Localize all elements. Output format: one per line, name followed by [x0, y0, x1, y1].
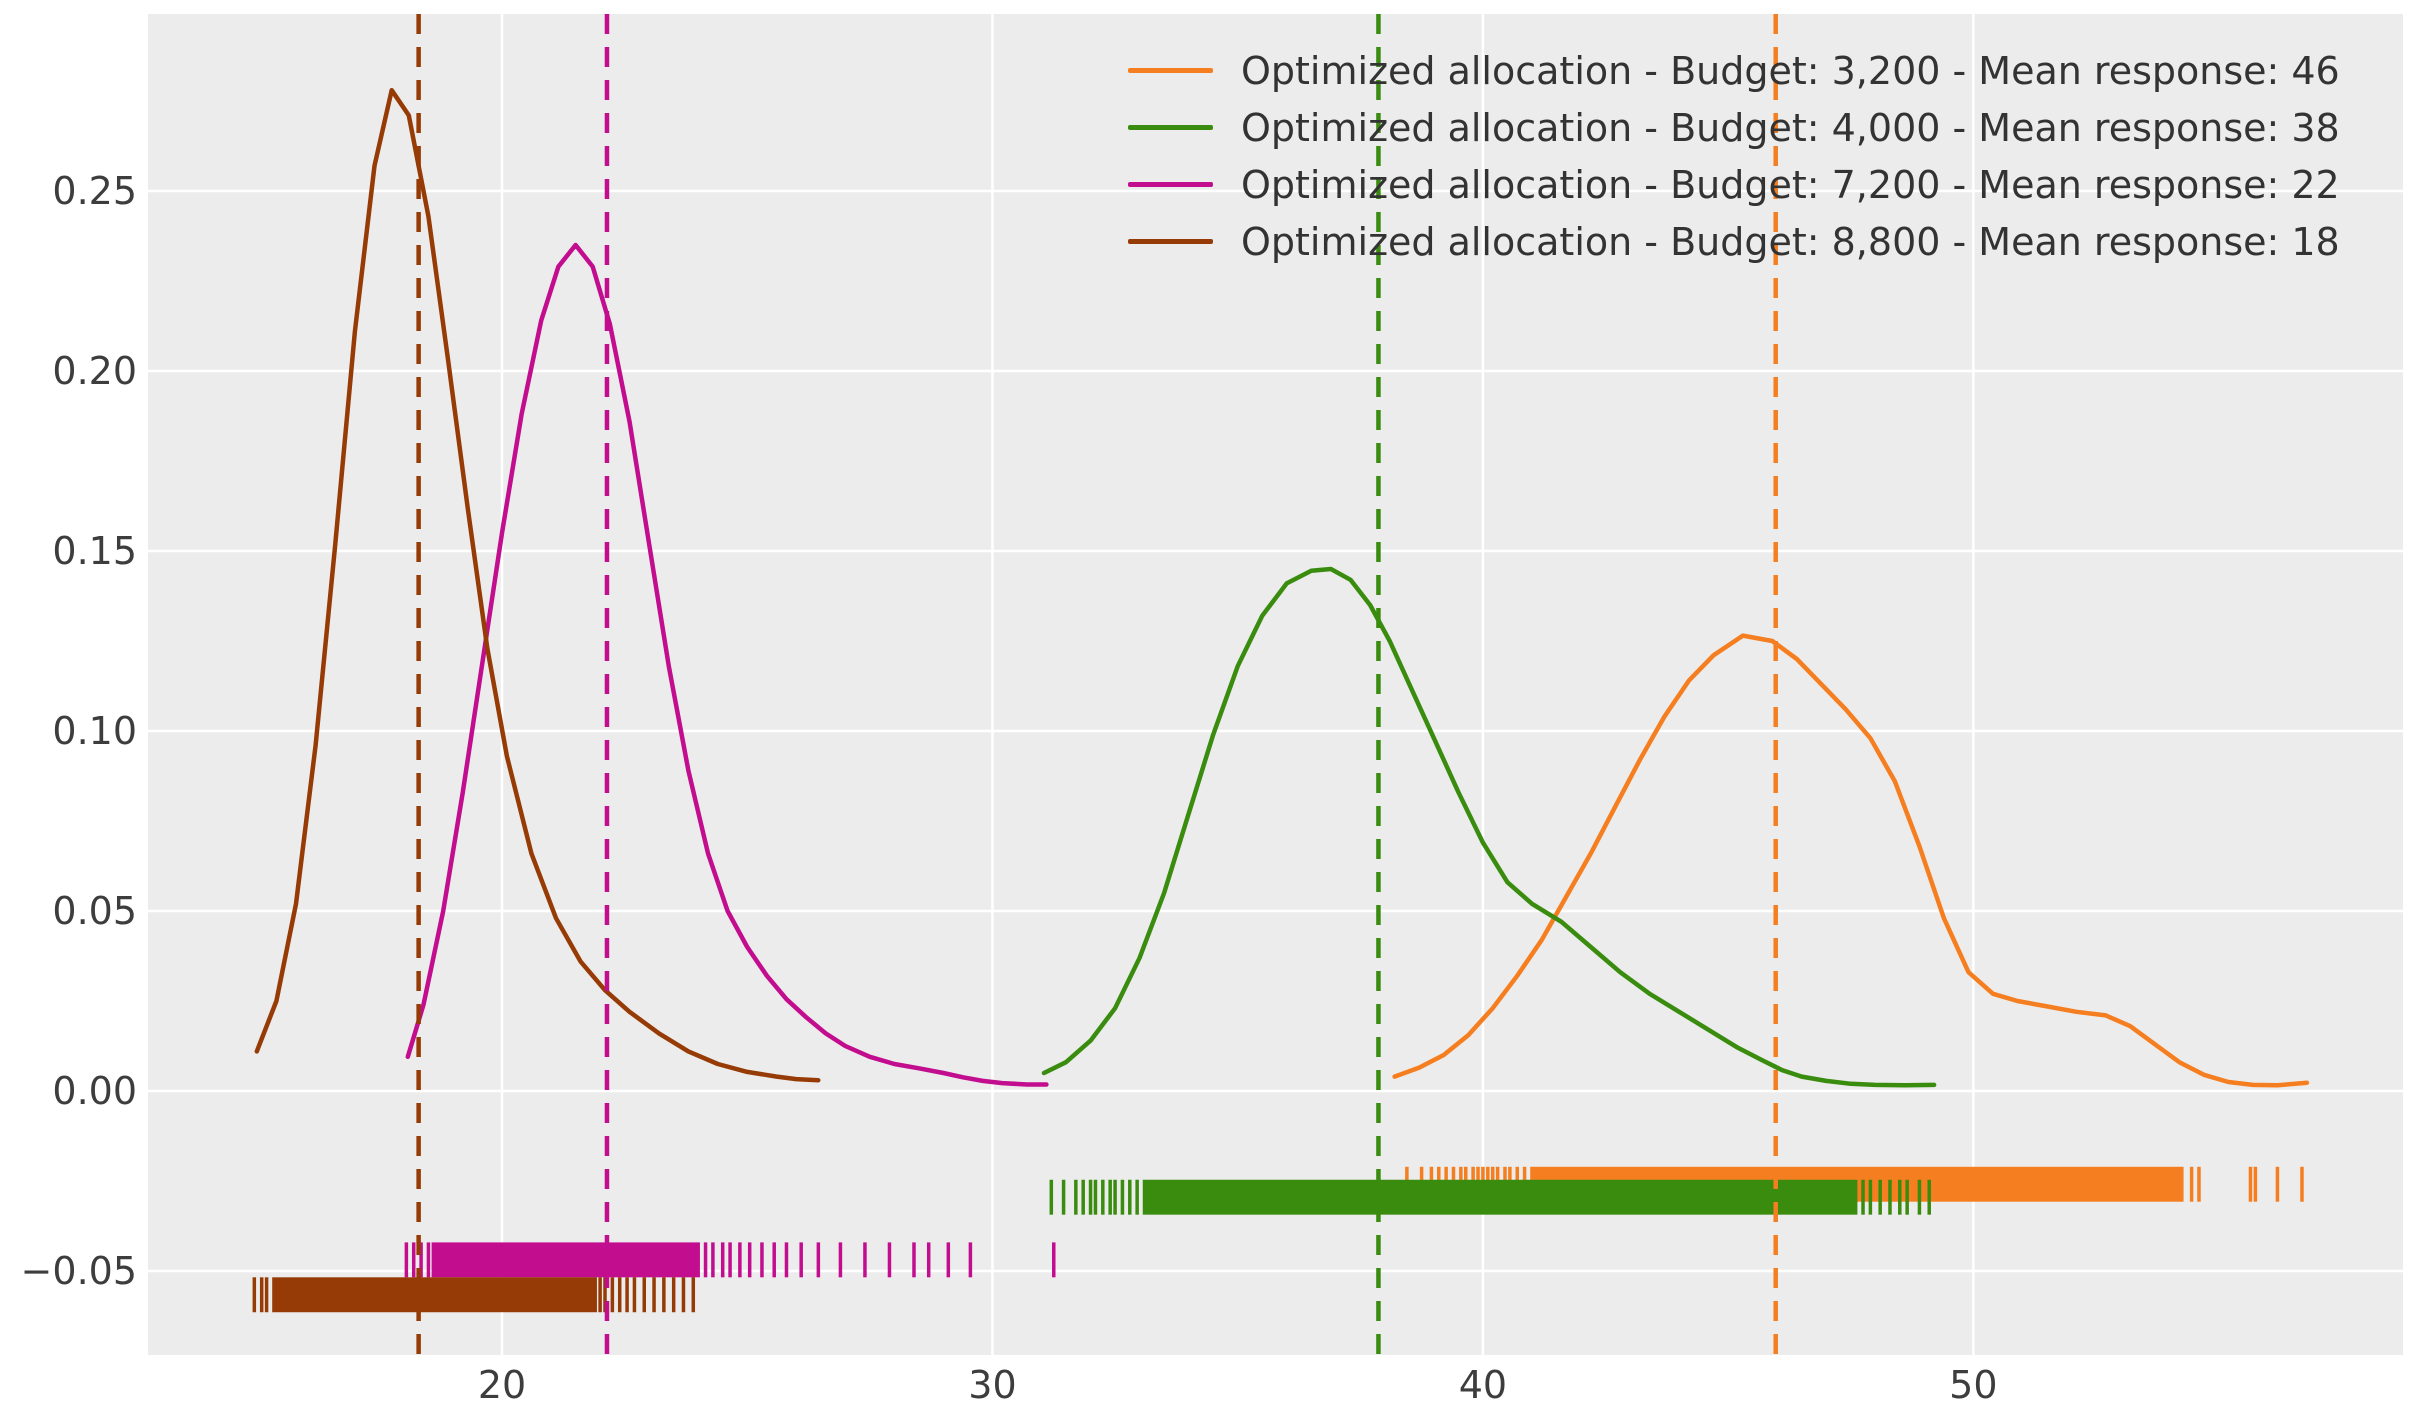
rug-tick-budget-3200	[2275, 1166, 2280, 1202]
y-tick-label-0.05: 0.05	[52, 889, 137, 933]
rug-tick-budget-4000	[1088, 1179, 1093, 1215]
rug-tick-budget-4000	[1888, 1179, 1892, 1215]
rug-tick-budget-7200	[912, 1242, 916, 1278]
rug-tick-budget-7200	[926, 1242, 931, 1278]
rug-tick-budget-8800	[252, 1277, 257, 1313]
legend-label-budget-3200: Optimized allocation - Budget: 3,200 - M…	[1241, 48, 2340, 93]
rug-tick-budget-7200	[784, 1242, 789, 1278]
rug-tick-budget-7200	[404, 1242, 409, 1278]
rug-tick-budget-4000	[1108, 1179, 1112, 1215]
rug-tick-budget-4000	[1135, 1179, 1139, 1215]
legend-label-budget-4000: Optimized allocation - Budget: 4,000 - M…	[1241, 105, 2340, 150]
legend-swatch-budget-4000	[1128, 125, 1213, 130]
rug-tick-budget-3200	[2197, 1166, 2201, 1202]
rug-tick-budget-7200	[968, 1242, 973, 1278]
rug-tick-budget-4000	[1081, 1179, 1085, 1215]
x-tick-label-20: 20	[478, 1363, 526, 1407]
legend-item-budget-7200: Optimized allocation - Budget: 7,200 - M…	[1128, 156, 2340, 213]
rug-tick-budget-7200	[1052, 1242, 1056, 1278]
rug-tick-budget-7200	[863, 1242, 867, 1278]
rug-tick-budget-7200	[747, 1242, 752, 1278]
rug-tick-budget-8800	[603, 1277, 607, 1313]
rug-tick-budget-7200	[887, 1242, 892, 1278]
y-tick-label-0.25: 0.25	[52, 169, 137, 213]
rug-tick-budget-8800	[671, 1277, 676, 1313]
kde-curve-budget-3200	[1392, 633, 2310, 1088]
rug-tick-budget-4000	[1101, 1179, 1105, 1215]
y-tick-label-0.20: 0.20	[52, 349, 137, 393]
x-tick-label-50: 50	[1949, 1363, 1997, 1407]
rug-tick-budget-8800	[662, 1277, 666, 1313]
rug-tick-budget-8800	[617, 1277, 622, 1313]
rug-tick-budget-3200	[2253, 1166, 2258, 1202]
rug-tick-budget-4000	[1878, 1179, 1882, 1215]
kde-curve-budget-4000	[1041, 566, 1937, 1088]
rug-tick-budget-4000	[1093, 1179, 1098, 1215]
y-tick-label-−0.05: −0.05	[21, 1249, 137, 1293]
rug-band-budget-7200	[431, 1242, 700, 1278]
rug-band-budget-4000	[1142, 1179, 1858, 1215]
rug-tick-budget-8800	[691, 1277, 696, 1313]
rug-tick-budget-3200	[2300, 1166, 2304, 1202]
plot-area	[148, 14, 2403, 1355]
rug-tick-budget-7200	[838, 1242, 843, 1278]
legend-swatch-budget-7200	[1128, 182, 1213, 187]
rug-tick-budget-7200	[426, 1242, 431, 1278]
kde-curve-budget-7200	[405, 242, 1049, 1087]
rug-tick-budget-4000	[1868, 1179, 1873, 1215]
legend-item-budget-4000: Optimized allocation - Budget: 4,000 - M…	[1128, 99, 2340, 156]
rug-tick-budget-7200	[738, 1242, 742, 1278]
y-tick-label-0.10: 0.10	[52, 709, 137, 753]
rug-tick-budget-8800	[625, 1277, 629, 1313]
legend-label-budget-7200: Optimized allocation - Budget: 7,200 - M…	[1241, 162, 2340, 207]
rug-tick-budget-8800	[598, 1277, 602, 1313]
rug-tick-budget-4000	[1898, 1179, 1902, 1215]
rug-tick-budget-3200	[2248, 1166, 2253, 1202]
rug-tick-budget-7200	[760, 1242, 764, 1278]
rug-tick-budget-4000	[1049, 1179, 1054, 1215]
rug-tick-budget-7200	[772, 1242, 776, 1278]
rug-tick-budget-7200	[720, 1242, 725, 1278]
rug-tick-budget-4000	[1861, 1179, 1865, 1215]
legend-swatch-budget-3200	[1128, 68, 1213, 73]
rug-tick-budget-8800	[642, 1277, 646, 1313]
legend-label-budget-8800: Optimized allocation - Budget: 8,800 - M…	[1241, 219, 2340, 264]
rug-tick-budget-4000	[1061, 1179, 1066, 1215]
rug-tick-budget-8800	[632, 1277, 637, 1313]
rug-tick-budget-4000	[1128, 1179, 1132, 1215]
legend-item-budget-8800: Optimized allocation - Budget: 8,800 - M…	[1128, 213, 2340, 270]
x-tick-label-40: 40	[1459, 1363, 1507, 1407]
rug-tick-budget-7200	[946, 1242, 951, 1278]
rug-tick-budget-8800	[610, 1277, 615, 1313]
legend-item-budget-3200: Optimized allocation - Budget: 3,200 - M…	[1128, 42, 2340, 99]
rug-tick-budget-7200	[728, 1242, 732, 1278]
rug-tick-budget-4000	[1113, 1179, 1117, 1215]
rug-tick-budget-8800	[652, 1277, 656, 1313]
rug-tick-budget-4000	[1120, 1179, 1125, 1215]
y-tick-label-0.00: 0.00	[52, 1069, 137, 1113]
rug-tick-budget-7200	[703, 1242, 708, 1278]
rug-tick-budget-4000	[1917, 1179, 1922, 1215]
legend-swatch-budget-8800	[1128, 239, 1213, 244]
rug-tick-budget-4000	[1074, 1179, 1078, 1215]
x-tick-label-30: 30	[968, 1363, 1016, 1407]
rug-tick-budget-3200	[2189, 1166, 2194, 1202]
rug-tick-budget-4000	[1927, 1179, 1931, 1215]
rug-tick-budget-4000	[1905, 1179, 1909, 1215]
rug-tick-budget-8800	[264, 1277, 269, 1313]
rug-tick-budget-7200	[411, 1242, 416, 1278]
rug-tick-budget-7200	[711, 1242, 715, 1278]
rug-tick-budget-8800	[681, 1277, 686, 1313]
rug-tick-budget-7200	[816, 1242, 821, 1278]
y-tick-label-0.15: 0.15	[52, 529, 137, 573]
rug-band-budget-8800	[272, 1277, 597, 1313]
rug-tick-budget-7200	[799, 1242, 803, 1278]
rug-tick-budget-8800	[259, 1277, 264, 1313]
kde-curve-budget-8800	[254, 87, 821, 1083]
rug-tick-budget-7200	[419, 1242, 423, 1278]
legend: Optimized allocation - Budget: 3,200 - M…	[1128, 42, 2340, 270]
